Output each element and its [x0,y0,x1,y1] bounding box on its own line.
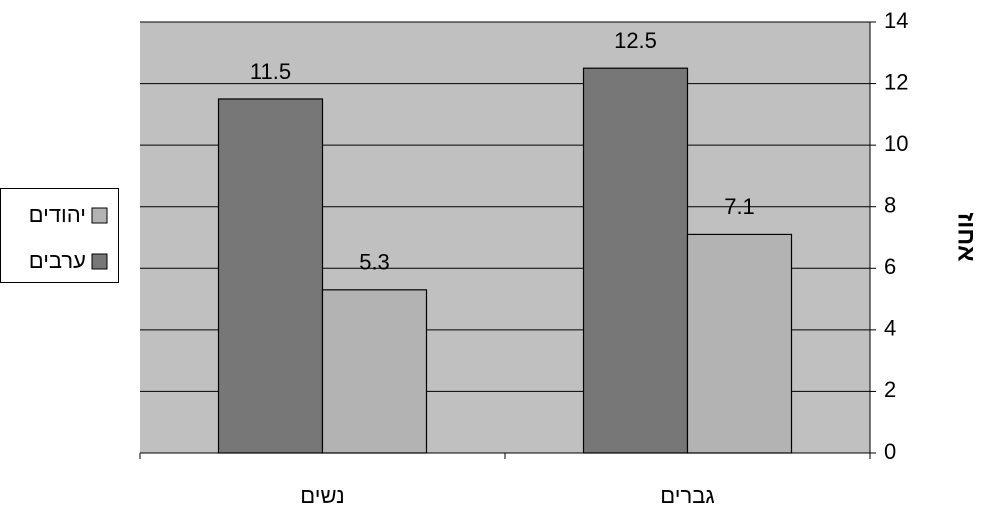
data-label: 11.5 [250,59,291,84]
y-axis-title: אחוז [953,212,980,261]
bar [582,67,689,454]
legend-swatch [91,207,108,224]
legend-swatch [91,253,108,270]
bar [217,98,324,454]
data-label: 7.1 [724,194,755,219]
bar [686,233,793,454]
x-tick-label: גברים [660,483,714,508]
y-tick-label: 12 [884,69,908,94]
legend-label: יהודים [29,202,86,227]
y-tick-label: 14 [884,8,908,33]
y-tick-label: 6 [884,254,896,279]
legend-label: ערבים [29,248,86,273]
bar [321,289,428,454]
data-label: 12.5 [614,28,657,53]
y-tick-label: 4 [884,316,896,341]
y-tick-label: 2 [884,377,896,402]
y-tick-label: 10 [884,131,908,156]
x-tick-label: נשים [300,483,344,508]
y-tick-label: 0 [884,439,896,464]
y-tick-label: 8 [884,193,896,218]
data-label: 5.3 [359,250,390,275]
